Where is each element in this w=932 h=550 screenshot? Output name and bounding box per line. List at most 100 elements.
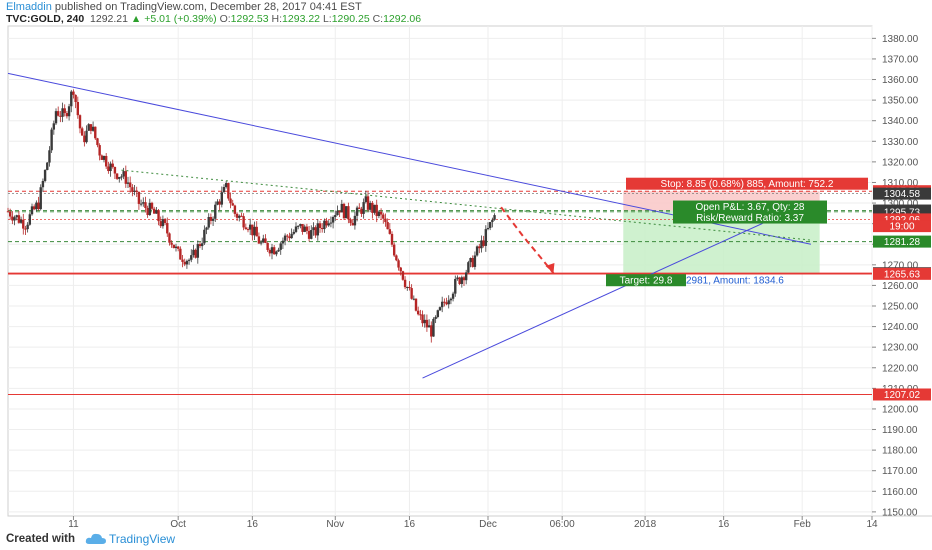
candle-body: [491, 219, 494, 223]
y-tick-label: 1300.00: [882, 199, 919, 210]
candle-body: [454, 278, 457, 294]
y-tick-label: 1350.00: [882, 96, 919, 107]
candle-body: [382, 214, 385, 219]
price-tag-label: 19:00: [889, 222, 914, 233]
candle-body: [128, 182, 132, 188]
candle-body: [320, 227, 324, 230]
candle-body: [107, 166, 110, 172]
y-tick-label: 1190.00: [882, 425, 918, 436]
candle-body: [30, 206, 34, 215]
candle-body: [388, 229, 392, 234]
candle-body: [425, 319, 429, 328]
candle-body: [65, 113, 69, 117]
candle-body: [52, 123, 56, 130]
candle-body: [334, 215, 337, 217]
candle-body: [410, 288, 413, 299]
open-pnl-label: Open P&L: 3.67, Qty: 28: [696, 202, 805, 213]
position-labels[interactable]: Stop: 8.85 (0.68%) 885, Amount: 752.2 Ope…: [606, 177, 868, 287]
candle-body: [238, 215, 241, 218]
candle-body: [412, 298, 416, 300]
candle-body: [227, 183, 230, 199]
candle-body: [445, 302, 448, 305]
candle-body: [281, 240, 285, 244]
y-tick-label: 1270.00: [882, 260, 919, 271]
candle-body: [15, 215, 18, 218]
candle-body: [395, 255, 398, 261]
candle-body: [257, 236, 261, 244]
price-tag-dark: [873, 187, 931, 200]
symbol-label[interactable]: TVC:GOLD, 240: [6, 13, 85, 25]
candle-body: [323, 220, 326, 230]
candle-body: [98, 145, 101, 156]
candle-body: [296, 225, 300, 227]
author-link[interactable]: Elmaddin: [6, 1, 52, 13]
candle-body: [473, 255, 477, 267]
candle-body: [61, 108, 64, 117]
y-tick-label: 1250.00: [882, 302, 919, 313]
x-tick-label: Feb: [794, 519, 812, 530]
candle-body: [288, 236, 291, 239]
candle-body: [133, 190, 136, 192]
candle-body: [373, 204, 376, 213]
candle-body: [94, 126, 97, 139]
price-axis[interactable]: 1150.00 1160.00 1170.00 1180.00 1190.00 1200.…: [872, 34, 931, 519]
publish-info: published on TradingView.com, December 2…: [54, 1, 362, 13]
projection-arrow: [500, 206, 555, 274]
candle-body: [301, 224, 304, 232]
ohlc-line: TVC:GOLD, 240 1292.21 ▲ +5.01 (+0.39%) O…: [6, 13, 421, 25]
tradingview-logo-text[interactable]: TradingView: [109, 532, 176, 546]
candle-body: [416, 310, 420, 315]
candle-body: [406, 286, 409, 288]
candle-body: [432, 318, 435, 337]
candle-body: [336, 210, 339, 216]
candle-body: [194, 249, 197, 258]
candle-body: [126, 182, 130, 184]
candle-body: [46, 162, 49, 170]
candle-body: [120, 176, 123, 178]
candle-body: [161, 219, 165, 227]
candle-body: [168, 233, 171, 243]
candle-body: [434, 316, 437, 319]
horizontal-lines: [8, 190, 872, 395]
candle-body: [290, 233, 293, 239]
x-tick-label: Dec: [479, 519, 497, 530]
candle-body: [85, 130, 88, 143]
candle-body: [458, 277, 461, 284]
price-tag-label: 1295.73: [884, 207, 921, 218]
candle-body: [111, 163, 114, 167]
candle-body: [303, 226, 306, 232]
x-tick-label: 16: [404, 519, 416, 530]
candle-body: [390, 233, 394, 245]
y-tick-label: 1380.00: [882, 34, 919, 45]
candle-body: [486, 227, 490, 230]
candle-body: [124, 171, 128, 184]
candle-body: [209, 216, 213, 221]
close-value: 1292.06: [383, 13, 422, 25]
candle-body: [80, 128, 84, 136]
y-tick-label: 1230.00: [882, 343, 919, 354]
candle-body: [43, 169, 47, 181]
low-label: L:: [322, 13, 332, 25]
y-tick-label: 1260.00: [882, 281, 919, 292]
candle-body: [22, 219, 25, 229]
candle-body: [329, 222, 333, 224]
up-arrow-icon: ▲: [130, 13, 142, 25]
high-value: 1293.22: [282, 13, 321, 25]
candle-body: [152, 208, 156, 214]
candles: [6, 89, 496, 343]
candle-body: [286, 235, 289, 237]
price-tag-red: [873, 267, 931, 280]
candle-body: [11, 216, 14, 221]
candle-body: [344, 206, 348, 219]
footer: Created with TradingView: [0, 528, 932, 550]
candle-body: [251, 224, 254, 236]
candle-body: [192, 249, 195, 256]
candle-body: [419, 314, 422, 316]
time-axis[interactable]: 11 Oct 16 Nov 16 Dec 06:00 2018 16 Feb 14: [68, 516, 878, 530]
candle-body: [37, 202, 40, 210]
candle-body: [76, 101, 80, 116]
target-label: Target: 29.8: [620, 276, 673, 287]
candle-body: [351, 222, 354, 226]
candle-body: [327, 223, 330, 226]
